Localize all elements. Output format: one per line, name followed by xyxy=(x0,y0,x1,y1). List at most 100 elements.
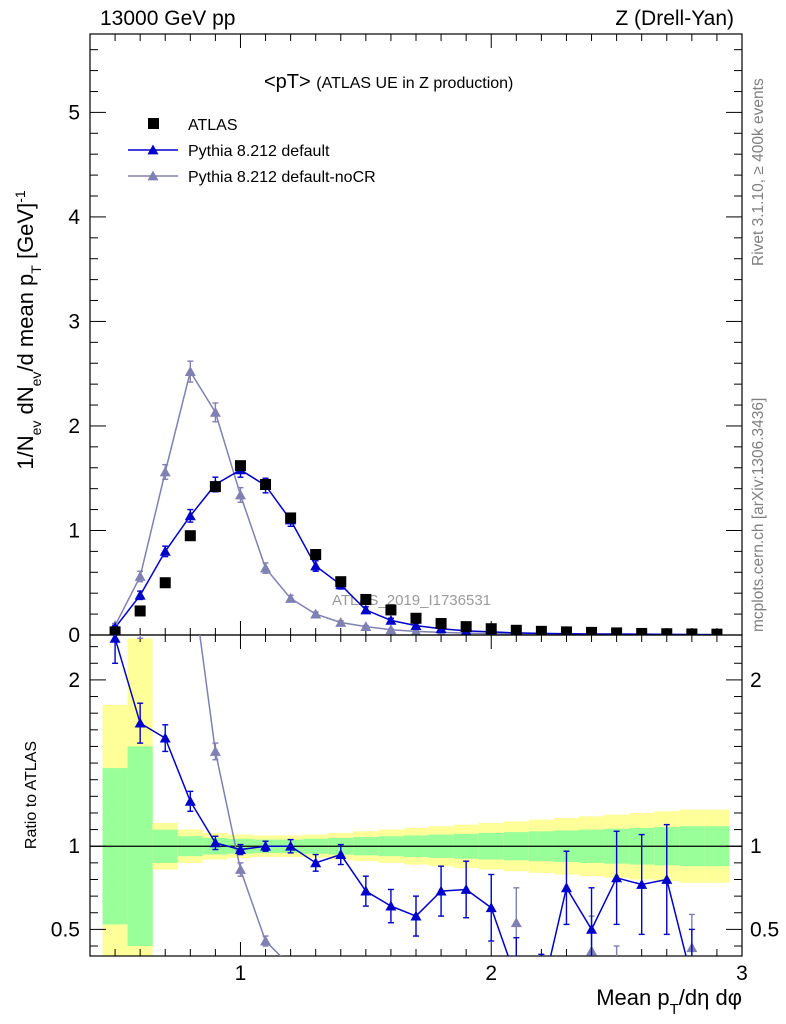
ratio-default-marker xyxy=(435,885,447,896)
x-tick-label-3: 3 xyxy=(736,962,748,985)
y-tick-label-5: 5 xyxy=(68,101,80,124)
atlas-marker xyxy=(360,593,372,605)
ratio-noCR-marker xyxy=(209,745,221,756)
ratio-noCR-marker xyxy=(234,864,246,874)
atlas-marker xyxy=(209,481,221,493)
ratio-noCR-marker xyxy=(285,960,296,970)
legend-noCR-label: Pythia 8.212 default-noCR xyxy=(188,169,376,186)
noCR-marker xyxy=(234,489,246,500)
legend-atlas-marker xyxy=(148,118,159,129)
default-marker xyxy=(385,614,397,625)
ratio-default-line xyxy=(114,638,687,956)
atlas-marker xyxy=(560,626,572,635)
y-tick-label-4: 4 xyxy=(68,206,80,229)
default-marker xyxy=(360,604,372,615)
ratio-noCR-marker xyxy=(260,935,272,946)
y-tick-label-0: 0 xyxy=(68,624,80,647)
atlas-marker xyxy=(611,627,623,635)
ratio-default-marker xyxy=(511,974,522,984)
ratio-default-marker xyxy=(661,873,673,884)
ratio-series xyxy=(109,508,698,1000)
atlas-marker xyxy=(109,626,121,635)
default-marker xyxy=(410,620,422,630)
ratio-default-marker xyxy=(310,857,322,868)
atlas-marker xyxy=(385,604,397,616)
ratio-default-marker xyxy=(485,902,497,913)
atlas-marker xyxy=(636,627,648,635)
noCR-marker xyxy=(310,608,322,619)
chart-title: <pT> (ATLAS UE in Z production) xyxy=(264,71,513,93)
atlas-marker xyxy=(661,628,673,635)
ratio-default-marker xyxy=(234,844,246,854)
noCR-marker xyxy=(209,406,221,417)
main-panel: <pT> (ATLAS UE in Z production) ATLAS_201… xyxy=(89,33,743,636)
ratio-default-marker xyxy=(611,872,623,883)
ratio-noCR-marker xyxy=(611,974,622,984)
y-tick-label-1: 1 xyxy=(68,519,80,542)
ratio-y-tick-label-right-2: 2 xyxy=(750,669,762,692)
atlas-marker xyxy=(686,628,698,635)
ratio-noCR-marker xyxy=(185,558,196,568)
watermark: ATLAS_2019_I1736531 xyxy=(332,592,491,609)
atlas-marker xyxy=(310,549,322,561)
ratio-y-tick-label-2: 2 xyxy=(68,669,80,692)
atlas-marker xyxy=(485,623,497,635)
x-axis-title: Mean pT/dη dφ xyxy=(596,985,742,1018)
ratio-default-marker xyxy=(285,840,297,851)
legend-default-label: Pythia 8.212 default xyxy=(188,143,330,160)
default-marker xyxy=(134,589,146,600)
atlas-marker xyxy=(510,624,522,635)
ratio-default-marker xyxy=(209,837,221,848)
legend-default-marker xyxy=(147,144,159,155)
atlas-marker xyxy=(410,612,422,624)
header-right: Z (Drell-Yan) xyxy=(615,7,734,30)
atlas-marker xyxy=(159,577,171,589)
noCR-marker xyxy=(134,570,146,581)
noCR-marker xyxy=(285,592,297,603)
ratio-noCR-line xyxy=(199,635,282,956)
noCR-marker xyxy=(159,466,171,477)
ratio-default-marker xyxy=(636,878,648,889)
legend-atlas-label: ATLAS xyxy=(188,117,238,134)
ratio-default-marker xyxy=(109,635,121,643)
atlas-marker xyxy=(711,628,723,635)
ratio-default-marker xyxy=(159,732,171,743)
rivet-label: Rivet 3.1.10, ≥ 400k events xyxy=(750,78,767,266)
ratio-panel xyxy=(89,508,743,1000)
ratio-y-tick-label-right-1: 1 xyxy=(750,835,762,858)
y-axis-title: 1/Nev dNev/d mean pT [GeV]-1 xyxy=(12,190,44,470)
default-marker xyxy=(310,560,322,571)
ratio-default-marker xyxy=(385,900,397,911)
x-tick-label-1: 1 xyxy=(235,962,247,985)
atlas-marker xyxy=(535,625,547,635)
ratio-default-marker xyxy=(260,840,272,851)
atlas-marker xyxy=(335,576,347,588)
y-tick-label-2: 2 xyxy=(68,415,80,438)
noCR-marker xyxy=(410,625,422,635)
atlas-marker xyxy=(285,512,297,524)
ratio-default-marker xyxy=(686,974,697,984)
ratio-default-marker xyxy=(360,885,372,896)
atlas-marker xyxy=(234,460,246,472)
atlas-marker xyxy=(134,605,146,617)
atlas-marker xyxy=(435,618,447,630)
noCR-marker xyxy=(335,616,347,627)
x-tick-label-2: 2 xyxy=(485,962,497,985)
default-marker xyxy=(184,510,196,521)
ratio-default-marker xyxy=(460,883,472,894)
atlas-marker xyxy=(260,478,272,490)
atlas-marker xyxy=(184,530,196,542)
ratio-y-axis-title: Ratio to ATLAS xyxy=(23,741,40,849)
default-marker xyxy=(159,545,171,556)
ratio-default-marker xyxy=(410,910,422,921)
mcplots-label: mcplots.cern.ch [arXiv:1306.3436] xyxy=(750,397,767,632)
legend: ATLAS Pythia 8.212 default Pythia 8.212 de… xyxy=(128,117,376,186)
ratio-y-tick-label-right-0.5: 0.5 xyxy=(750,918,779,941)
ratio-noCR-marker xyxy=(110,508,121,518)
ratio-default-marker xyxy=(536,990,547,1000)
ratio-y-tick-label-1: 1 xyxy=(68,835,80,858)
axis-labels: 1 2 3 0 1 2 3 4 5 0.5 0.5 1 1 2 2 Mean pT/dη dφ 1/Nev dN… xyxy=(12,101,779,1017)
ratio-default-marker xyxy=(586,923,598,934)
ratio-default-marker xyxy=(134,717,146,728)
